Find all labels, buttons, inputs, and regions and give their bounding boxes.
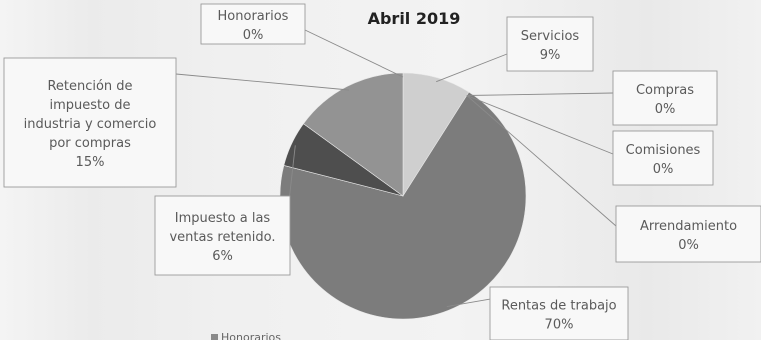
data-label-compras: Compras <box>636 83 694 98</box>
data-label-percent-arrendamiento: 0% <box>678 238 699 253</box>
legend-swatch-honorarios <box>211 334 218 340</box>
leader-line-servicios <box>436 53 508 83</box>
data-labels: Honorarios 0% Servicios 9% Compras 0% Comision… <box>3 3 761 340</box>
leader-line-comisiones <box>466 95 614 155</box>
leader-line-honorarios <box>304 29 404 78</box>
data-label-servicios: Servicios <box>521 29 580 44</box>
chart-title: Abril 2019 <box>368 9 461 28</box>
data-label-box-retencion-de-impuesto-de-industria-y-comercio-por-compras <box>3 57 177 188</box>
data-label-box-impuesto-a-las-ventas-retenido <box>154 195 291 276</box>
data-label-percent-comisiones: 0% <box>653 162 674 177</box>
data-label-box-servicios <box>506 16 594 72</box>
leader-line-arrendamiento <box>466 95 617 227</box>
data-label-impuesto-a-las-ventas-retenido: Impuesto a las ventas retenido. <box>169 211 275 245</box>
data-label-box-rentas-de-trabajo <box>489 286 629 340</box>
legend: Honorarios <box>211 331 281 340</box>
legend-label-honorarios: Honorarios <box>221 331 281 340</box>
data-label-rentas-de-trabajo: Rentas de trabajo <box>501 299 616 314</box>
data-label-percent-impuesto-a-las-ventas-retenido: 6% <box>212 249 233 264</box>
data-label-box-arrendamiento <box>615 205 761 263</box>
data-label-percent-honorarios: 0% <box>243 28 264 43</box>
data-label-percent-compras: 0% <box>655 102 676 117</box>
leader-line-retencion-de-impuesto-de-industria-y-comercio-por-compras <box>175 73 350 91</box>
data-label-percent-servicios: 9% <box>540 48 561 63</box>
data-label-comisiones: Comisiones <box>626 143 701 158</box>
leader-lines <box>175 29 617 308</box>
data-label-box-comisiones <box>612 130 714 186</box>
data-label-percent-rentas-de-trabajo: 70% <box>545 318 574 333</box>
data-label-box-honorarios <box>200 3 306 45</box>
data-label-arrendamiento: Arrendamiento <box>640 219 737 234</box>
data-label-percent-retencion-de-impuesto-de-industria-y-comercio-por-compras: 15% <box>76 155 105 170</box>
leader-line-compras <box>466 92 614 96</box>
pie-slices <box>279 72 527 320</box>
data-label-box-compras <box>612 70 718 126</box>
data-label-honorarios: Honorarios <box>218 9 289 24</box>
data-label-retencion-de-impuesto-de-industria-y-comercio-por-compras: Retención de impuesto de industria y comer… <box>24 79 157 151</box>
